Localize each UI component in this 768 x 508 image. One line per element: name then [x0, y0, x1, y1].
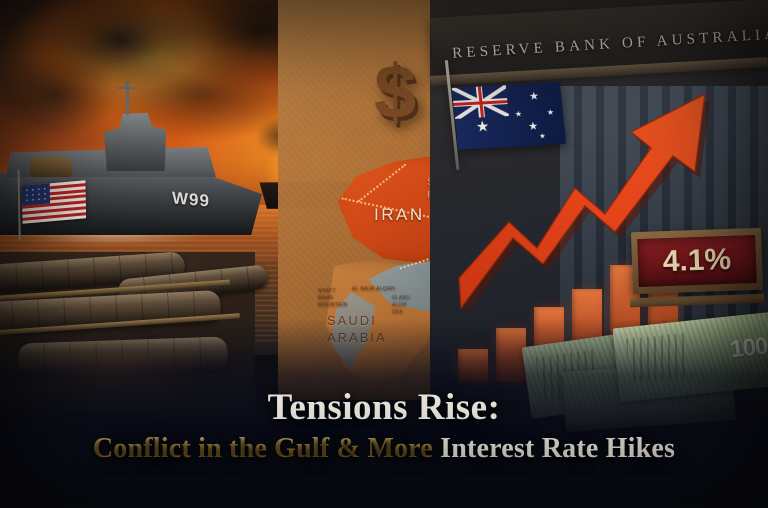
- headline-line-1: Tensions Rise:: [267, 387, 501, 428]
- bottom-sparkle-texture: [0, 370, 768, 508]
- flag-canton: [21, 183, 51, 206]
- map-label-minor: SHATT BAHR MOUNTAIN: [318, 288, 348, 308]
- map-label-minor: AL NAJA ALQAH: [352, 286, 396, 292]
- headline-gold-segment: Conflict in the Gulf & More: [92, 433, 433, 464]
- bottom-gradient-overlay: [0, 318, 768, 508]
- ship-gun-turret: [30, 157, 72, 177]
- interest-rate-plaque: 4.1%: [630, 227, 764, 295]
- headline-line-2: Conflict in the Gulf & More Interest Rat…: [0, 430, 768, 468]
- upward-trend-arrow: [455, 72, 745, 312]
- ship-superstructure: [103, 112, 167, 171]
- united-states-flag-icon: [17, 169, 87, 241]
- ship-hull-number: W99: [172, 188, 210, 211]
- trend-arrow-shape: [458, 92, 710, 312]
- interest-rate-value: 4.1%: [662, 242, 732, 279]
- map-label-minor: IS ABU ALDH SEA: [392, 295, 411, 315]
- dollar-sign-glyph: $: [374, 50, 417, 135]
- plaque-panel: 4.1%: [637, 234, 757, 288]
- trend-arrow-svg: [458, 92, 710, 312]
- headline-cream-segment: Interest Rate Hikes: [432, 433, 676, 464]
- dollar-sign-icon: $: [374, 55, 416, 131]
- map-label-iran: IRAN: [374, 205, 425, 224]
- ship-mast: [117, 81, 138, 115]
- headline-block: Tensions Rise: Conflict in the Gulf & Mo…: [0, 386, 768, 468]
- flag-body: [21, 180, 87, 224]
- us-navy-warship: W99: [0, 81, 265, 253]
